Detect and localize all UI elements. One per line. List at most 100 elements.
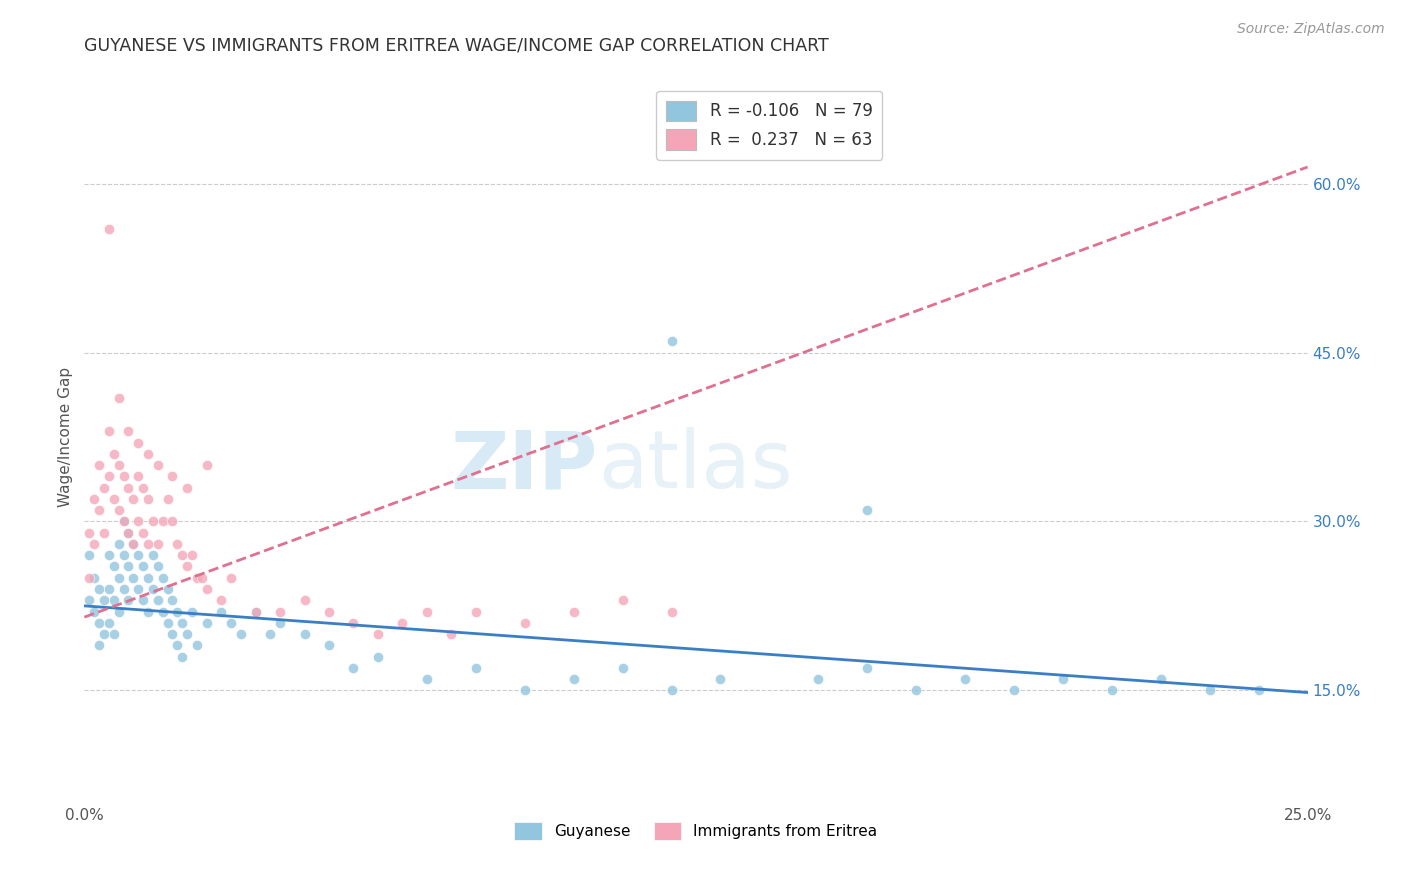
- Point: [172, 615, 194, 630]
- Point: [162, 515, 184, 529]
- Point: [77, 525, 100, 540]
- Point: [136, 605, 159, 619]
- Point: [152, 571, 174, 585]
- Point: [513, 615, 536, 630]
- Point: [166, 638, 188, 652]
- Point: [122, 537, 145, 551]
- Point: [97, 469, 120, 483]
- Text: atlas: atlas: [598, 427, 793, 506]
- Point: [93, 481, 115, 495]
- Point: [103, 491, 125, 506]
- Point: [416, 605, 439, 619]
- Point: [117, 593, 139, 607]
- Point: [93, 593, 115, 607]
- Y-axis label: Wage/Income Gap: Wage/Income Gap: [58, 367, 73, 508]
- Point: [367, 627, 389, 641]
- Point: [87, 458, 110, 473]
- Point: [87, 615, 110, 630]
- Point: [132, 593, 155, 607]
- Point: [136, 537, 159, 551]
- Point: [127, 469, 149, 483]
- Point: [905, 683, 928, 698]
- Point: [103, 593, 125, 607]
- Point: [156, 582, 179, 596]
- Point: [245, 605, 267, 619]
- Point: [172, 649, 194, 664]
- Point: [294, 627, 316, 641]
- Point: [195, 615, 218, 630]
- Point: [219, 571, 242, 585]
- Point: [127, 582, 149, 596]
- Point: [127, 515, 149, 529]
- Point: [93, 627, 115, 641]
- Point: [209, 605, 232, 619]
- Point: [103, 447, 125, 461]
- Point: [1052, 672, 1074, 686]
- Point: [1198, 683, 1220, 698]
- Point: [156, 491, 179, 506]
- Point: [856, 503, 879, 517]
- Point: [146, 593, 169, 607]
- Point: [661, 605, 683, 619]
- Point: [1002, 683, 1025, 698]
- Point: [162, 469, 184, 483]
- Point: [294, 593, 316, 607]
- Point: [186, 638, 208, 652]
- Point: [156, 615, 179, 630]
- Point: [513, 683, 536, 698]
- Point: [87, 638, 110, 652]
- Point: [117, 525, 139, 540]
- Point: [97, 582, 120, 596]
- Point: [136, 447, 159, 461]
- Point: [176, 481, 198, 495]
- Point: [176, 627, 198, 641]
- Point: [162, 627, 184, 641]
- Point: [117, 559, 139, 574]
- Point: [1247, 683, 1270, 698]
- Point: [107, 605, 129, 619]
- Point: [77, 593, 100, 607]
- Point: [612, 661, 634, 675]
- Point: [176, 559, 198, 574]
- Point: [132, 559, 155, 574]
- Point: [342, 615, 364, 630]
- Point: [562, 672, 585, 686]
- Point: [87, 582, 110, 596]
- Point: [117, 525, 139, 540]
- Point: [122, 571, 145, 585]
- Point: [416, 672, 439, 686]
- Point: [107, 571, 129, 585]
- Point: [318, 638, 340, 652]
- Point: [97, 615, 120, 630]
- Point: [229, 627, 252, 641]
- Point: [172, 548, 194, 562]
- Point: [318, 605, 340, 619]
- Point: [127, 548, 149, 562]
- Point: [181, 548, 204, 562]
- Point: [1150, 672, 1173, 686]
- Point: [117, 481, 139, 495]
- Point: [209, 593, 232, 607]
- Point: [464, 661, 486, 675]
- Point: [146, 458, 169, 473]
- Point: [367, 649, 389, 664]
- Point: [77, 571, 100, 585]
- Point: [142, 515, 165, 529]
- Point: [661, 334, 683, 349]
- Point: [464, 605, 486, 619]
- Point: [136, 491, 159, 506]
- Point: [107, 391, 129, 405]
- Point: [83, 537, 105, 551]
- Point: [807, 672, 830, 686]
- Point: [269, 605, 291, 619]
- Point: [112, 582, 135, 596]
- Point: [391, 615, 413, 630]
- Point: [166, 537, 188, 551]
- Point: [342, 661, 364, 675]
- Point: [107, 537, 129, 551]
- Point: [107, 503, 129, 517]
- Point: [103, 559, 125, 574]
- Point: [142, 582, 165, 596]
- Point: [112, 515, 135, 529]
- Point: [953, 672, 976, 686]
